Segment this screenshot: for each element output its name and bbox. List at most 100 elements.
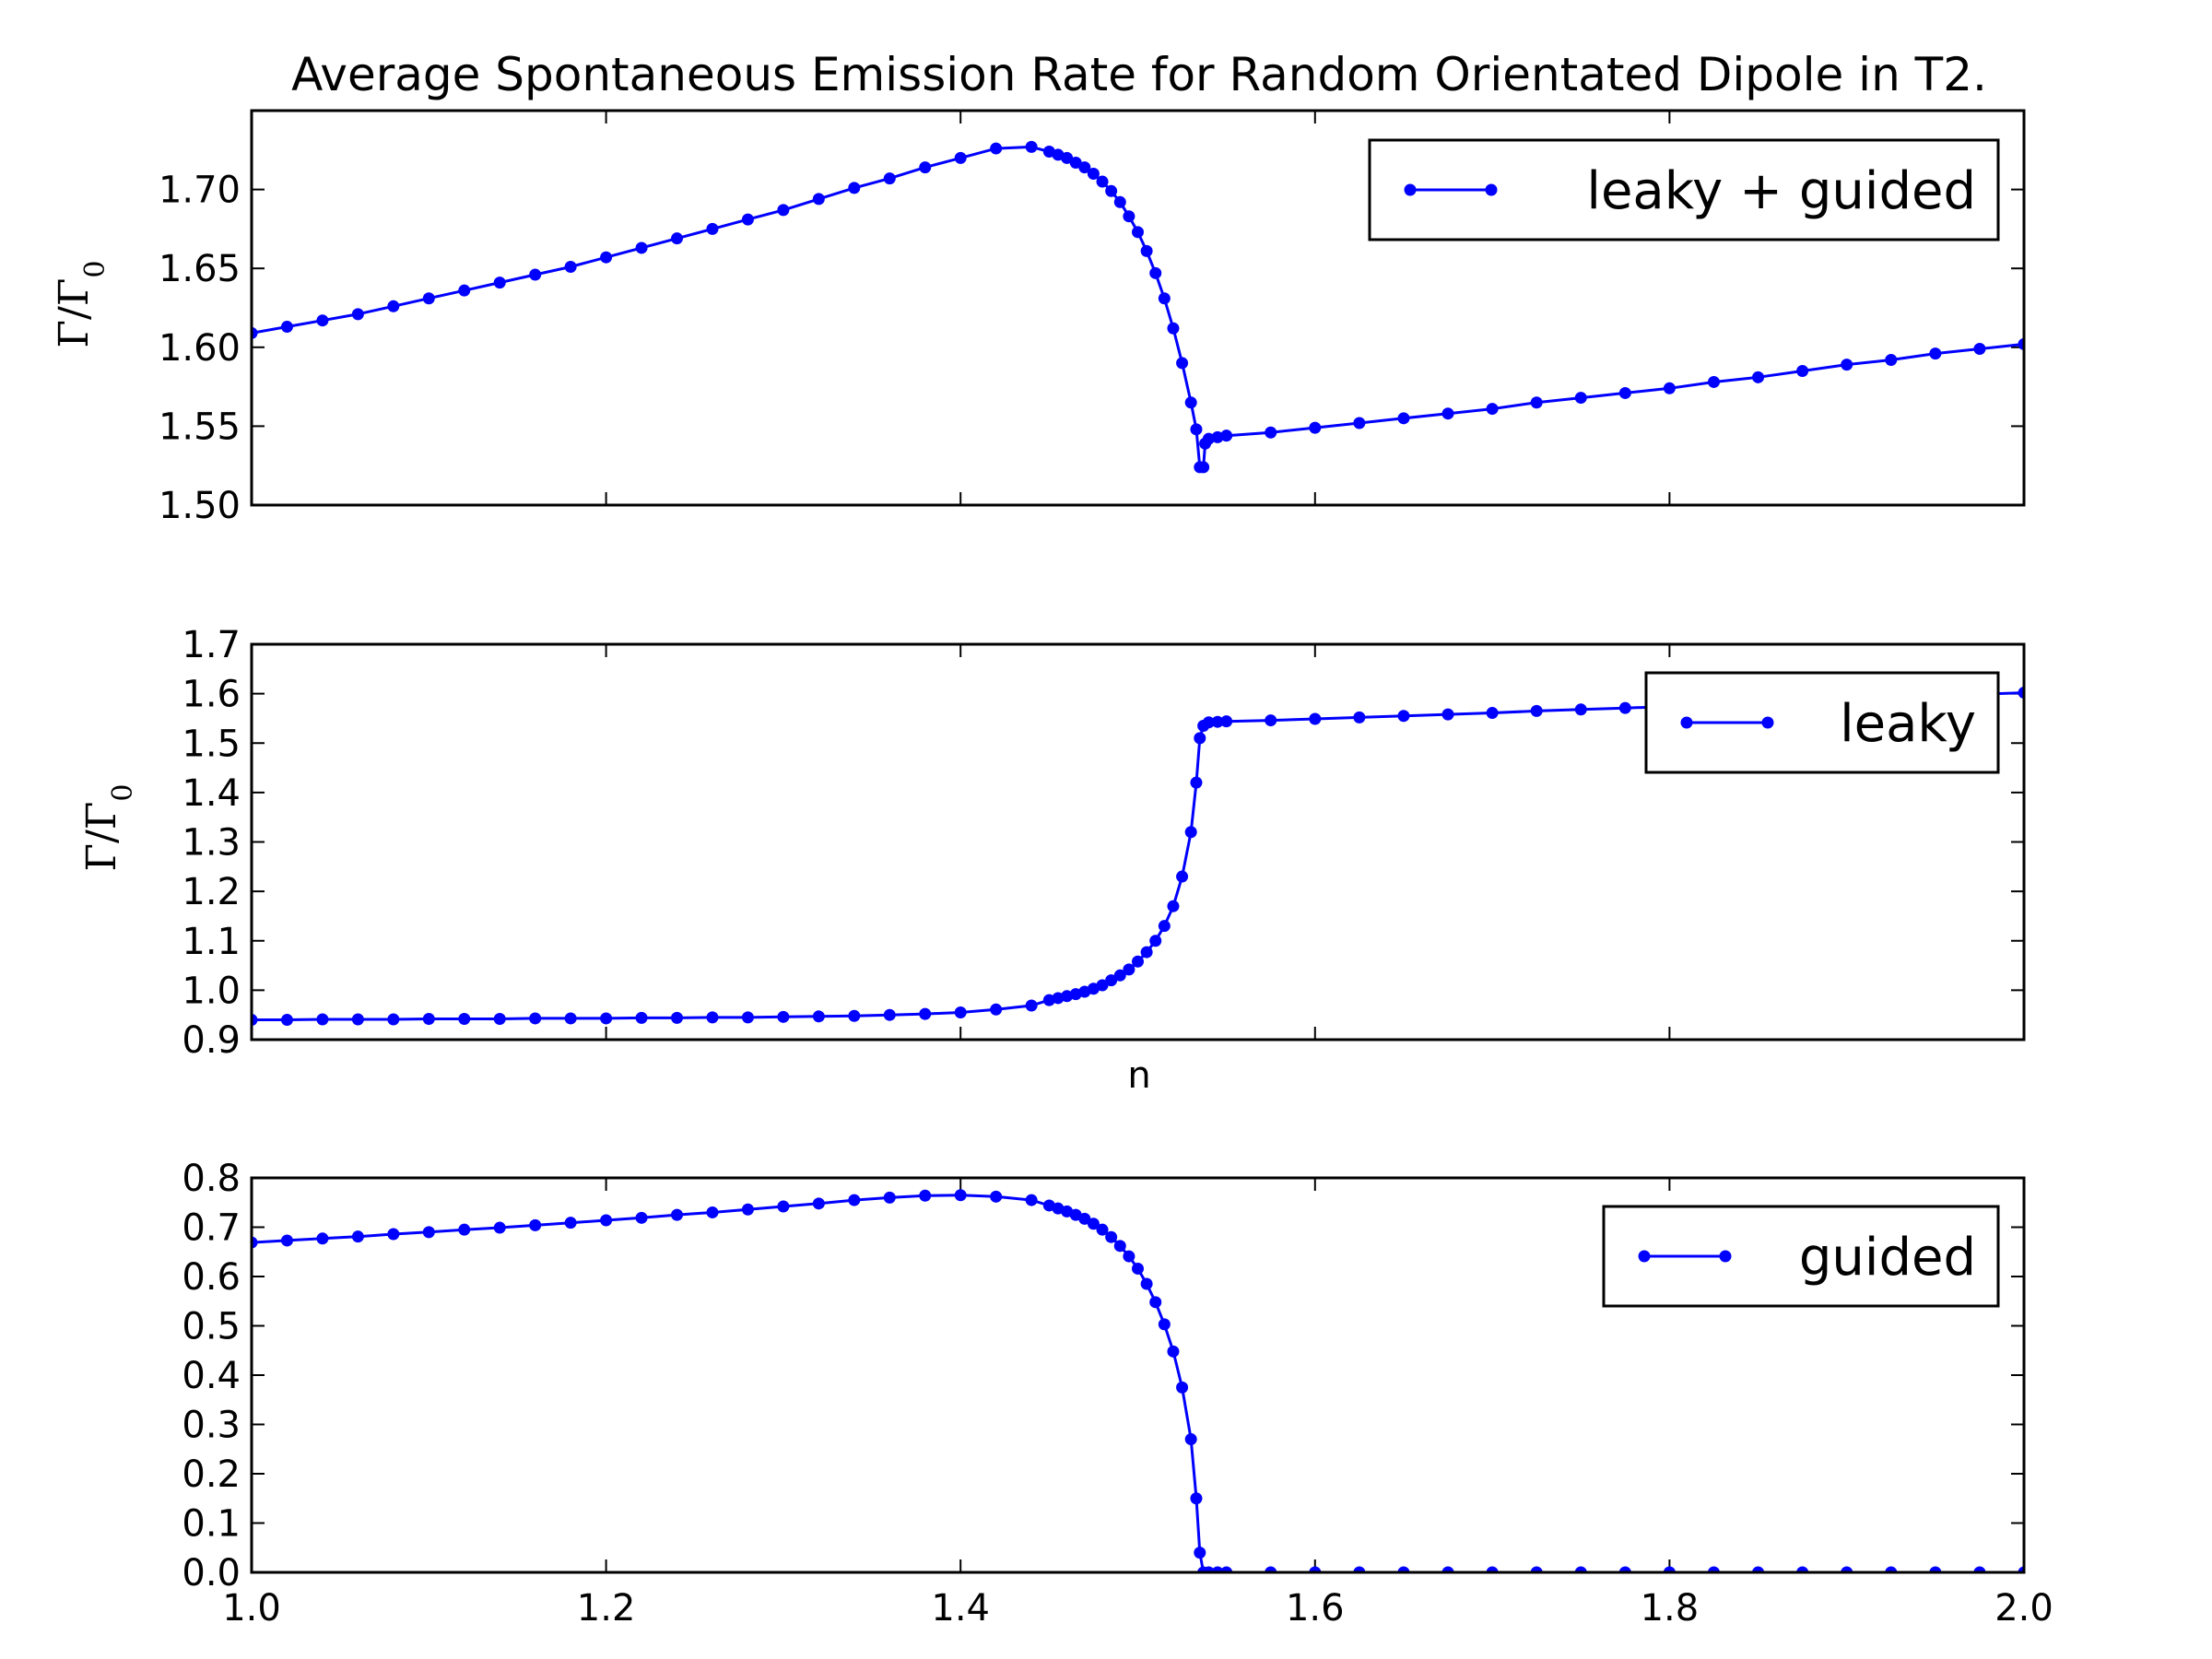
data-point [1105,1230,1118,1243]
legend-marker [1680,716,1693,729]
y-axis-label-middle-main: Γ/Γ [78,802,125,872]
data-point [990,1003,1003,1016]
data-point [1123,963,1135,976]
y-tick-label: 1.6 [182,674,241,716]
data-point [1176,357,1189,370]
data-point [600,1214,613,1227]
data-point [1309,712,1322,725]
data-point [1530,396,1543,409]
y-axis-label-top-subscript: 0 [79,261,112,278]
data-point [1184,826,1197,839]
legend-marker [1719,1250,1732,1263]
plot-area [252,1189,2024,1572]
data-point [351,1230,364,1243]
data-point [1265,714,1277,727]
x-tick-label: 1.6 [1286,1587,1345,1630]
y-tick-label: 0.0 [182,1552,241,1594]
data-point [564,1217,577,1230]
data-point [635,1011,648,1024]
data-point [1190,423,1203,436]
data-point [1140,244,1153,257]
plot-area [252,140,2024,474]
legend: leaky [1644,671,2000,774]
y-tick-label: 1.1 [182,921,241,963]
data-point [564,260,577,273]
axes-frame [250,642,2026,1041]
data-point [422,1012,435,1025]
y-tick-label: 0.9 [182,1019,241,1062]
y-tick-label: 1.60 [159,327,241,370]
data-point [1309,1566,1322,1572]
data-point [990,142,1003,155]
y-tick-label: 1.5 [182,723,241,765]
data-point [706,1206,719,1218]
data-point [529,1012,542,1025]
data-point [600,1012,613,1025]
data-point [1025,140,1038,153]
data-point [812,193,825,206]
y-tick-label: 1.4 [182,772,241,815]
data-point [1132,955,1144,968]
data-point [1486,1566,1499,1572]
data-point [1087,1218,1100,1230]
data-point [1663,1566,1676,1572]
data-point [458,1223,471,1236]
data-point [1796,364,1809,377]
subplot-guided: 0.0 0.1 0.2 0.3 0.4 0.5 0.6 0.7 0.8 1.0 1.2 1.4 1.6 1… [182,1158,2053,1630]
data-point [1973,343,1986,356]
data-point [1574,1566,1587,1572]
data-point [316,1232,329,1245]
data-point [564,1012,577,1025]
data-point [848,182,861,194]
y-tick-label: 1.50 [159,485,241,527]
x-tick-label: 1.8 [1641,1587,1700,1630]
data-point [1265,426,1277,439]
data-point [351,308,364,321]
data-point [1096,175,1109,188]
data-point [493,1012,506,1025]
data-point [777,204,790,217]
legend-label: leaky + guided [1586,161,1976,221]
data-point [1167,900,1180,912]
data-point [635,241,648,254]
data-point [919,1189,932,1202]
data-point [741,1011,754,1024]
data-point [1113,195,1126,208]
data-point [280,1234,293,1247]
data-point [1707,1566,1720,1572]
data-point [671,1208,684,1221]
y-axis-label-middle: Γ/Γ0 [78,784,139,872]
data-point [600,251,613,264]
data-point [1397,710,1410,723]
data-point [1752,371,1765,383]
legend: guided [1602,1205,2000,1308]
y-axis-label-top: Γ/Γ0 [51,261,112,348]
data-point [2018,1566,2024,1572]
data-point [1167,1345,1180,1358]
data-point [1149,935,1162,947]
data-point [883,172,896,185]
data-point [1841,1566,1853,1572]
data-point [316,1013,329,1026]
data-point [883,1008,896,1021]
data-point [1618,1566,1631,1572]
data-point [252,1236,258,1249]
data-point [671,1011,684,1024]
data-point [777,1200,790,1213]
legend-label: guided [1799,1228,1976,1288]
data-point [387,1013,400,1026]
data-point [1841,359,1853,371]
data-point [1353,1566,1366,1572]
series-line [252,1194,2024,1572]
svg-text:Γ/Γ0: Γ/Γ0 [78,784,139,872]
data-point [1486,403,1499,416]
data-point [635,1211,648,1224]
data-point [280,1014,293,1027]
data-point [1574,703,1587,716]
data-point [1078,161,1091,174]
data-point [1220,1566,1233,1572]
data-point [1309,421,1322,434]
data-point [1202,432,1215,445]
axes-frame [250,109,2026,507]
